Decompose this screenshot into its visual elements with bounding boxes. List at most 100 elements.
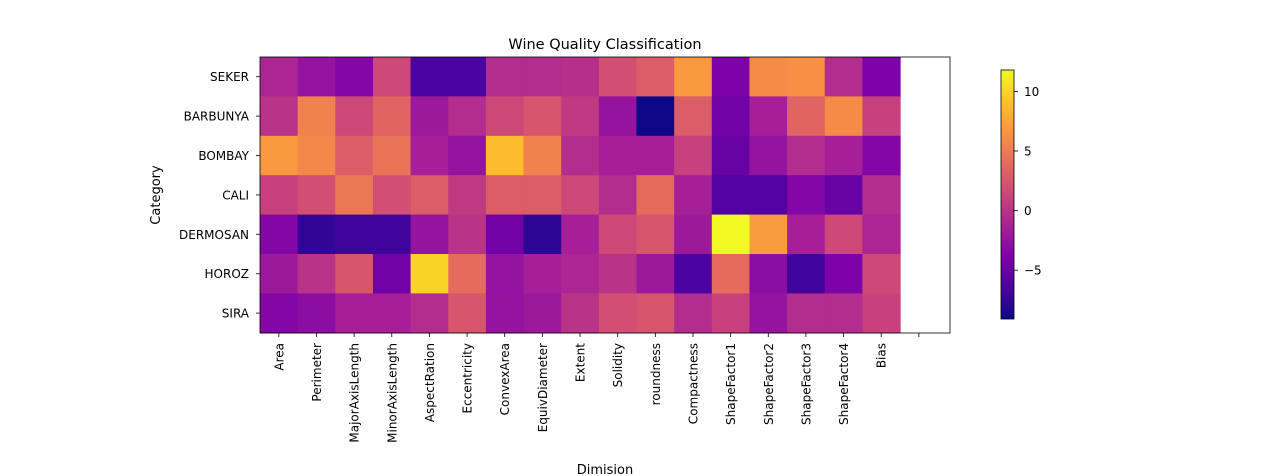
heatmap-cell — [523, 254, 562, 294]
x-tick-label: roundness — [649, 343, 663, 405]
heatmap-cell — [448, 293, 487, 334]
heatmap-cell — [862, 96, 901, 137]
heatmap-cell — [297, 214, 336, 255]
heatmap-cell — [485, 96, 525, 137]
heatmap-cell — [749, 254, 788, 294]
heatmap-cell — [335, 57, 374, 97]
y-tick-label: HOROZ — [205, 267, 249, 281]
heatmap-cell — [862, 57, 901, 97]
x-tick-label: Perimeter — [310, 343, 324, 402]
heatmap-cell — [372, 254, 412, 294]
x-tick-label: Bias — [875, 343, 889, 368]
heatmap-cell — [260, 293, 299, 334]
colorbar-tick-label: 5 — [1024, 145, 1032, 159]
heatmap-cell — [598, 57, 638, 97]
x-ticks: Area Perimeter MajorAxisLength MinorAxisLen… — [272, 333, 920, 443]
heatmap-cell — [335, 293, 374, 334]
heatmap-cell — [787, 135, 826, 176]
heatmap-cell — [636, 175, 675, 216]
heatmap-cell — [749, 96, 788, 137]
y-ticks: SEKER BARBUNYA BOMBAY CALI DERMOSAN HOROZ SIRA — [179, 70, 260, 321]
y-tick-label: CALI — [222, 188, 249, 202]
heatmap-cell — [711, 57, 751, 97]
heatmap-cell — [787, 214, 826, 255]
heatmap-cell — [410, 214, 449, 255]
heatmap-cell — [410, 57, 449, 97]
heatmap-cell — [448, 96, 487, 137]
heatmap-cell — [824, 57, 863, 97]
heatmap-cell — [485, 175, 525, 216]
x-tick-label: Eccentricity — [461, 343, 475, 413]
heatmap-cell — [674, 135, 713, 176]
heatmap-cell — [711, 254, 751, 294]
x-tick-label: ShapeFactor3 — [799, 343, 813, 425]
heatmap-cell — [485, 135, 525, 176]
heatmap-cell — [711, 135, 751, 176]
heatmap-cell — [448, 57, 487, 97]
heatmap-cell — [862, 254, 901, 294]
heatmap-cell — [636, 135, 675, 176]
heatmap-cell — [824, 96, 863, 137]
heatmap-cell — [335, 175, 374, 216]
colorbar-tick-label: 10 — [1024, 85, 1039, 99]
heatmap-cell — [787, 175, 826, 216]
heatmap-cell — [523, 135, 562, 176]
x-tick-label: AspectRation — [423, 343, 437, 422]
heatmap-cell — [260, 175, 299, 216]
y-axis-label: Category — [149, 165, 164, 225]
heatmap-cell — [448, 214, 487, 255]
colorbar-tick-label: −5 — [1024, 264, 1042, 278]
heatmap-cell — [297, 135, 336, 176]
heatmap-cell — [636, 293, 675, 334]
heatmap-cell — [410, 293, 449, 334]
heatmap-cell — [448, 135, 487, 176]
heatmap-cell — [674, 254, 713, 294]
heatmap-cell — [711, 96, 751, 137]
heatmap-cell — [636, 96, 675, 137]
heatmap-cell — [523, 96, 562, 137]
heatmap-cell — [749, 57, 788, 97]
colorbar-ticks: −5 0 5 10 — [1014, 85, 1042, 278]
heatmap-cell — [674, 96, 713, 137]
heatmap-cell — [410, 175, 449, 216]
heatmap-cell — [561, 254, 600, 294]
heatmap-cell — [598, 214, 638, 255]
colorbar-tick-label: 0 — [1024, 204, 1032, 218]
heatmap-cell — [297, 57, 336, 97]
heatmap-cell — [824, 135, 863, 176]
heatmap-cell — [749, 135, 788, 176]
heatmap-cell — [598, 175, 638, 216]
heatmap-cell — [787, 254, 826, 294]
heatmap-cell — [523, 175, 562, 216]
heatmap-cell — [260, 57, 299, 97]
heatmap-cell — [674, 293, 713, 334]
heatmap-cell — [335, 96, 374, 137]
heatmap-cell — [297, 254, 336, 294]
heatmap-cell — [485, 57, 525, 97]
heatmap-cell — [372, 293, 412, 334]
heatmap-cell — [485, 293, 525, 334]
heatmap-cell — [598, 293, 638, 334]
heatmap-cell — [824, 293, 863, 334]
x-tick-label: ShapeFactor1 — [724, 343, 738, 425]
y-tick-label: BARBUNYA — [184, 110, 250, 124]
heatmap-cell — [862, 135, 901, 176]
heatmap-cell — [824, 254, 863, 294]
heatmap-cell — [297, 96, 336, 137]
heatmap-cell — [297, 175, 336, 216]
heatmap-cell — [787, 96, 826, 137]
heatmap-cell — [711, 293, 751, 334]
x-tick-label: EquivDiameter — [536, 343, 550, 432]
heatmap-cell — [561, 293, 600, 334]
heatmap-cell — [410, 96, 449, 137]
heatmap-cell — [485, 214, 525, 255]
heatmap-cell — [636, 214, 675, 255]
heatmap-cell — [674, 57, 713, 97]
x-tick-label: ShapeFactor2 — [762, 343, 776, 425]
heatmap-cell — [372, 57, 412, 97]
heatmap-cell — [561, 135, 600, 176]
heatmap-cell — [561, 214, 600, 255]
colorbar — [1000, 69, 1015, 320]
heatmap-cell — [410, 254, 449, 294]
